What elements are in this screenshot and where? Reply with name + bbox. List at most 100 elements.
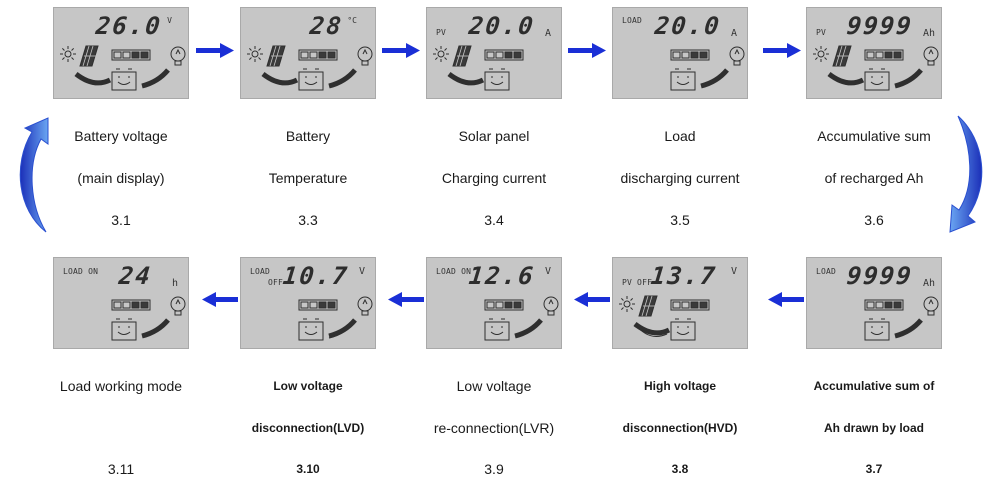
battery-face-icon [298,318,324,341]
lcd-unit: °C [347,16,357,25]
lcd-icons [298,296,373,341]
arrow-right-icon [382,43,420,58]
discharge-flow-icon [328,318,357,339]
caption-line1: Low voltage [273,379,343,393]
lcd-tag: LOAD [816,267,837,276]
lcd-icons [60,45,186,91]
lcd-unit: A [730,28,737,39]
lcd-icons [433,45,524,91]
caption-line1: Accumulative sum [817,128,931,144]
bulb-icon [923,46,939,66]
charge-flow-icon [827,71,865,86]
lcd-icons [864,296,939,341]
lcd-unit: V [544,266,551,277]
battery-level-icon [298,49,338,61]
charge-flow-icon [447,71,485,86]
battery-level-icon [670,49,710,61]
lcd-unit: Ah [922,278,935,289]
lcd-icons [247,45,373,91]
caption-line2: discharging current [620,170,740,186]
battery-face-icon [484,68,510,91]
caption-number: 3.3 [298,212,318,228]
lcd-tag: PV OFF [622,278,653,287]
lcd-icons [111,296,186,341]
discharge-flow-icon [894,68,923,89]
caption-number: 3.1 [111,212,131,228]
lcd-tag-2: OFF [268,278,284,287]
arrow-left-icon [388,292,424,307]
lcd-panel-hvd: PV OFF 13.7 V [612,257,748,349]
bulb-icon [357,46,373,66]
battery-level-icon [111,299,151,311]
discharge-flow-icon [328,68,357,89]
battery-face-icon [111,68,137,91]
caption-line2: Charging current [441,170,547,186]
battery-level-icon [484,49,524,61]
arrow-left-icon [768,292,804,307]
lcd-panel-battery-voltage: 26.0 V [53,7,189,99]
discharge-flow-icon [894,318,923,339]
battery-level-icon [484,299,524,311]
caption-line2: re-connection(LVR) [433,420,555,436]
lcd-panel-lvr: LOAD ON 12.6 V [426,257,562,349]
battery-level-icon [111,49,151,61]
lcd-unit: V [167,16,172,25]
caption-number: 3.8 [671,462,689,476]
lcd-panel-battery-temperature: 28 °C [240,7,376,99]
bulb-icon [923,296,939,316]
lcd-unit: h [171,278,178,289]
lcd-unit: V [730,266,737,277]
caption-line2: of recharged Ah [824,170,924,186]
caption-number: 3.7 [865,462,883,476]
caption-line1: High voltage [643,379,716,393]
battery-face-icon [670,68,696,91]
lcd-panel-load-ah: LOAD 9999 Ah [806,257,942,349]
lcd-icons [813,45,939,91]
arrow-right-icon [763,43,801,58]
battery-face-icon [864,318,890,341]
charge-flow-icon [633,321,671,336]
arrow-left-icon [574,292,610,307]
caption-line2: disconnection(LVD) [251,421,365,435]
lcd-unit: V [358,266,365,277]
lcd-icons [484,296,559,341]
caption-line2: disconnection(HVD) [622,421,738,435]
arrow-right-icon [196,43,234,58]
caption-line1: Low voltage [456,378,532,394]
lcd-panel-recharged-ah: PV 9999 Ah [806,7,942,99]
charge-flow-icon [261,71,299,86]
discharge-flow-icon [700,68,729,89]
caption-line1: Battery [285,128,331,144]
solar-panel-icon [79,45,99,67]
lcd-icons [619,295,710,341]
arrow-left-icon [202,292,238,307]
battery-face-icon [484,318,510,341]
caption-number: 3.6 [864,212,884,228]
solar-panel-icon [638,295,658,317]
lcd-icons [670,46,745,91]
caption-line1: Load working mode [59,378,183,394]
caption-line1: Solar panel [458,128,530,144]
caption-line1: Accumulative sum of [813,379,935,393]
caption-number: 3.11 [107,461,135,477]
lcd-panel-load-current: LOAD 20.0 A [612,7,748,99]
solar-panel-icon [266,45,286,67]
caption-line2: Ah drawn by load [823,421,924,435]
battery-face-icon [864,68,890,91]
battery-level-icon [864,49,904,61]
lcd-tag: PV [816,28,827,37]
battery-face-icon [111,318,137,341]
bulb-icon [357,296,373,316]
solar-panel-icon [832,45,852,67]
arrow-right-icon [568,43,606,58]
sun-icon [433,46,449,62]
battery-face-icon [670,318,696,341]
lcd-unit: A [544,28,551,39]
caption-number: 3.5 [670,212,690,228]
sun-icon [60,46,76,62]
discharge-flow-icon [141,318,170,339]
charge-flow-icon [74,71,112,86]
sun-icon [813,46,829,62]
sun-icon [619,296,635,312]
charge-outline-icon [634,323,668,337]
